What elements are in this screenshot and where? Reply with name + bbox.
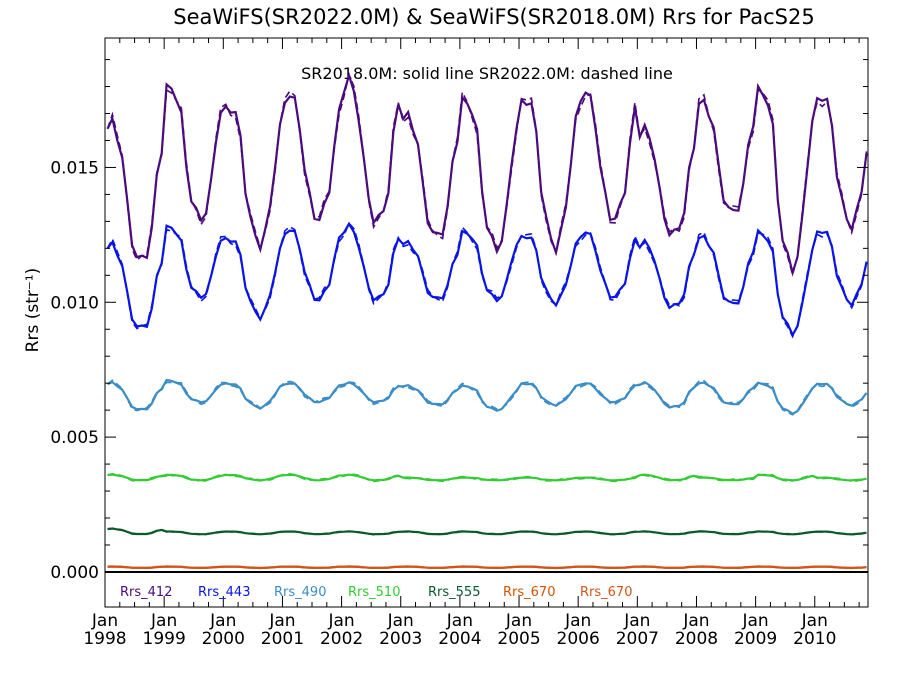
x-tick-year-label: 2007 xyxy=(616,629,659,649)
chart-subtitle: SR2018.0M: solid line SR2022.0M: dashed … xyxy=(301,64,673,83)
y-axis-label: Rrs (str⁻¹) xyxy=(23,268,43,353)
series-line-rrs_510-sr2022-3 xyxy=(107,472,867,483)
y-tick-label: 0.000 xyxy=(50,563,99,583)
x-tick-month-label: Jan xyxy=(209,611,236,631)
x-tick-year-label: 2004 xyxy=(438,629,481,649)
x-tick-month-label: Jan xyxy=(682,611,709,631)
x-tick-month-label: Jan xyxy=(268,611,295,631)
x-tick-year-label: 2005 xyxy=(497,629,540,649)
x-tick-month-label: Jan xyxy=(801,611,828,631)
x-tick-month-label: Jan xyxy=(91,611,118,631)
chart-title: SeaWiFS(SR2022.0M) & SeaWiFS(SR2018.0M) … xyxy=(173,5,814,29)
series-line-rrs_443-sr2018-1 xyxy=(106,221,868,338)
y-tick-label: 0.005 xyxy=(50,428,99,448)
x-tick-month-label: Jan xyxy=(505,611,532,631)
plot-frame xyxy=(104,37,869,608)
legend-item-rrs_490-2: Rrs_490 xyxy=(274,585,326,600)
x-tick-month-label: Jan xyxy=(150,611,177,631)
y-tick-label: 0.015 xyxy=(50,158,99,178)
x-tick-year-label: 2003 xyxy=(379,629,422,649)
legend-item-rrs_443-1: Rrs_443 xyxy=(198,585,250,600)
x-tick-year-label: 2006 xyxy=(557,629,600,649)
x-tick-month-label: Jan xyxy=(564,611,591,631)
series-line-rrs_670-sr2022-6 xyxy=(107,565,867,569)
series-line-rrs_443-sr2022-1 xyxy=(106,221,868,339)
series-line-rrs_490-sr2018-2 xyxy=(107,378,868,416)
y-tick-label: 0.010 xyxy=(50,293,99,313)
x-tick-month-label: Jan xyxy=(446,611,473,631)
x-tick-year-label: 2010 xyxy=(793,629,836,649)
series-line-rrs_555-sr2022-4 xyxy=(107,527,867,536)
axes-layer: 0.0000.0050.0100.015Jan1998Jan1999Jan200… xyxy=(50,37,869,649)
series-line-rrs_490-sr2022-2 xyxy=(107,379,868,416)
x-tick-year-label: 2009 xyxy=(734,629,777,649)
legend: Rrs_412 Rrs_443 Rrs_490 Rrs_510 Rrs_555 Rrs_6… xyxy=(120,585,632,600)
series-line-rrs_412-sr2022-0 xyxy=(106,72,868,278)
legend-item-rrs_555-4: Rrs_555 xyxy=(428,585,480,600)
series-line-rrs_412-sr2018-0 xyxy=(106,71,868,277)
x-tick-year-label: 2001 xyxy=(261,629,304,649)
x-tick-year-label: 1999 xyxy=(143,629,186,649)
x-tick-month-label: Jan xyxy=(623,611,650,631)
x-tick-year-label: 2008 xyxy=(675,629,718,649)
legend-item-rrs_510-3: Rrs_510 xyxy=(348,585,400,600)
legend-item-rrs_670-6: Rrs_670 xyxy=(580,585,632,600)
legend-item-rrs_412-0: Rrs_412 xyxy=(120,585,172,600)
x-tick-month-label: Jan xyxy=(742,611,769,631)
x-tick-month-label: Jan xyxy=(387,611,414,631)
x-tick-year-label: 2002 xyxy=(320,629,363,649)
x-tick-month-label: Jan xyxy=(327,611,354,631)
x-tick-year-label: 1998 xyxy=(83,629,126,649)
x-tick-year-label: 2000 xyxy=(202,629,245,649)
legend-item-rrs_670-5: Rrs_670 xyxy=(503,585,555,600)
series-layer xyxy=(106,71,868,570)
